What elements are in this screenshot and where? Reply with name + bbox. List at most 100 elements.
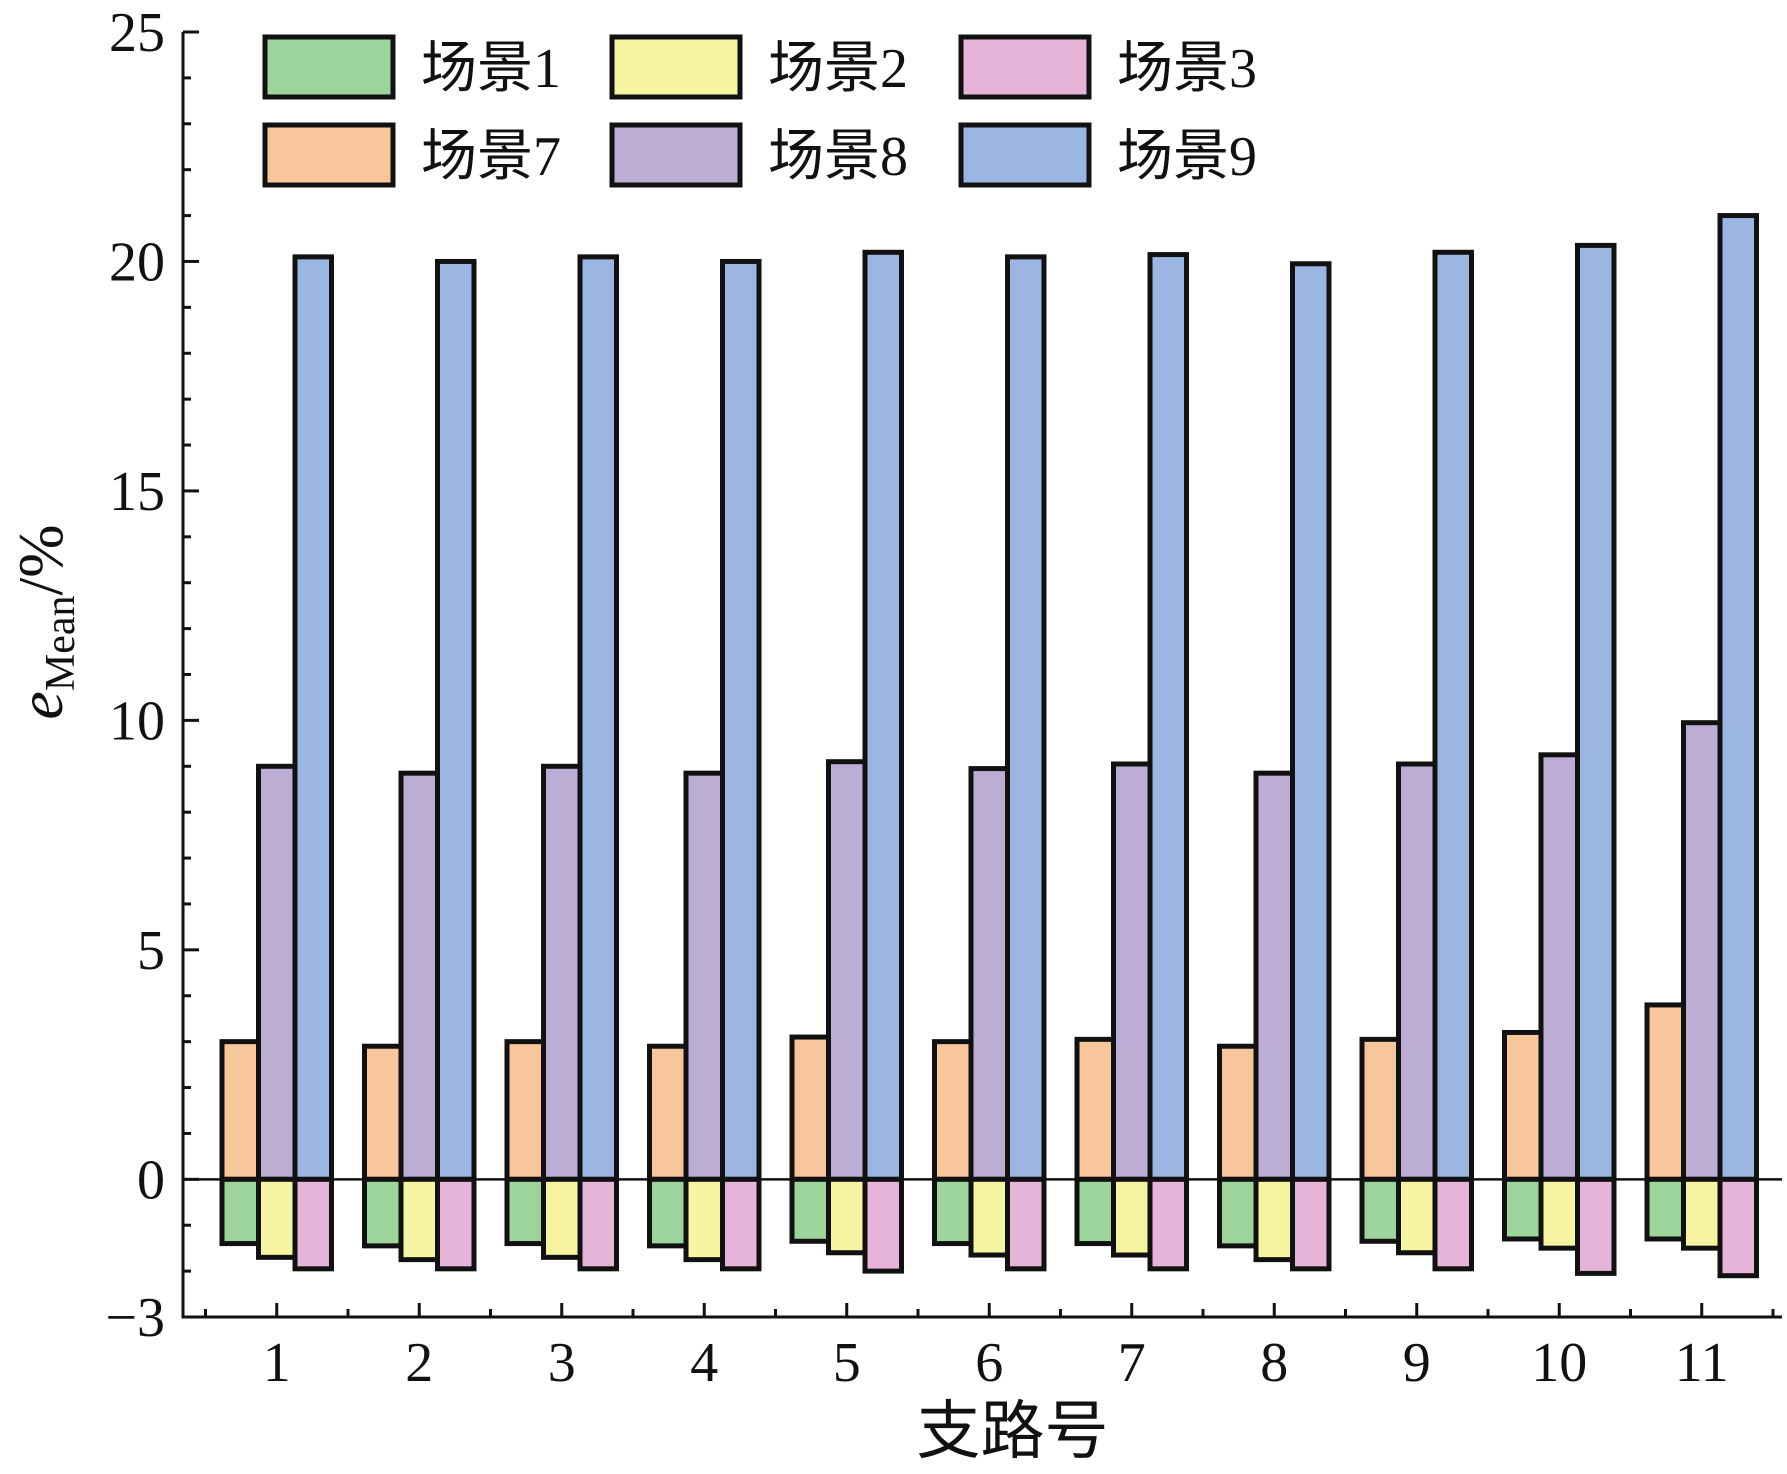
bar-场景9-4 — [720, 258, 762, 1182]
bar-场景9-3 — [577, 254, 619, 1182]
bar-场景9-6 — [1005, 254, 1047, 1182]
bar-场景9-5 — [862, 249, 904, 1182]
legend-label: 场景9 — [1117, 126, 1257, 188]
bar-场景7-3 — [504, 1039, 546, 1182]
legend-item-场景3: 场景3 — [958, 34, 1257, 100]
x-axis-ticks: 1 2 3 4 5 6 7 8 9 10 11 — [204, 1303, 1775, 1394]
y-axis-title-sub: Mean — [38, 596, 84, 692]
bar-场景8-8 — [1253, 770, 1295, 1182]
bar-场景1-11 — [1644, 1176, 1686, 1242]
plot-area: −3 0 5 10 15 20 25 1 2 3 4 5 6 7 8 9 10 11 — [105, 2, 1782, 1394]
bar-场景7-2 — [362, 1043, 404, 1182]
bar-场景7-5 — [789, 1034, 831, 1182]
bar-场景7-6 — [932, 1039, 974, 1182]
bar-场景8-9 — [1396, 761, 1438, 1182]
bar-场景2-8 — [1253, 1176, 1295, 1263]
y-tick-label: 20 — [109, 231, 165, 293]
y-axis-title: eMean/% — [5, 524, 84, 719]
bar-场景7-4 — [647, 1043, 689, 1182]
bar-场景1-2 — [362, 1176, 404, 1249]
y-axis-title-suffix: /% — [5, 524, 76, 595]
bar-场景8-7 — [1111, 761, 1153, 1182]
bar-场景8-4 — [683, 770, 725, 1182]
bar-场景3-7 — [1147, 1176, 1189, 1272]
legend-label: 场景3 — [1117, 38, 1257, 100]
bar-场景1-4 — [647, 1176, 689, 1249]
legend-label: 场景1 — [421, 38, 561, 100]
y-tick-label: −3 — [105, 1287, 165, 1349]
legend-item-场景7: 场景7 — [262, 122, 561, 188]
bar-场景8-5 — [826, 759, 868, 1182]
bar-场景9-7 — [1147, 252, 1189, 1182]
bar-场景1-8 — [1217, 1176, 1259, 1249]
legend-swatch — [609, 122, 743, 188]
bar-场景3-1 — [292, 1176, 334, 1272]
x-tick-label: 8 — [1260, 1332, 1288, 1394]
bar-场景1-5 — [789, 1176, 831, 1244]
legend-item-场景8: 场景8 — [609, 122, 908, 188]
bar-场景7-10 — [1502, 1029, 1544, 1182]
y-axis-title-main: e — [5, 691, 76, 719]
bar-场景9-1 — [292, 254, 334, 1182]
bar-场景3-9 — [1432, 1176, 1474, 1272]
bar-场景8-10 — [1538, 752, 1580, 1182]
bar-场景3-3 — [577, 1176, 619, 1272]
legend-swatch — [609, 34, 743, 100]
bar-场景2-2 — [398, 1176, 440, 1263]
bar-场景3-11 — [1717, 1176, 1759, 1279]
bar-场景2-9 — [1396, 1176, 1438, 1256]
bar-场景9-2 — [435, 258, 477, 1182]
bar-场景7-7 — [1074, 1036, 1116, 1182]
bar-场景9-8 — [1290, 261, 1332, 1182]
bar-场景2-7 — [1111, 1176, 1153, 1258]
bar-场景7-8 — [1217, 1043, 1259, 1182]
x-tick-label: 4 — [690, 1332, 718, 1394]
bar-场景2-3 — [541, 1176, 583, 1260]
x-axis-title: 支路号 — [917, 1396, 1109, 1467]
x-tick-label: 1 — [263, 1332, 291, 1394]
bar-场景8-2 — [398, 770, 440, 1182]
legend-item-场景1: 场景1 — [262, 34, 561, 100]
x-tick-label: 7 — [1118, 1332, 1146, 1394]
x-tick-label: 6 — [975, 1332, 1003, 1394]
bar-场景8-11 — [1681, 720, 1723, 1182]
legend: 场景1 场景2 场景3 场景7 场景8 场景9 — [262, 34, 1257, 188]
bar-场景3-4 — [720, 1176, 762, 1272]
bar-场景7-1 — [219, 1039, 261, 1182]
bar-场景2-5 — [826, 1176, 868, 1256]
legend-label: 场景2 — [768, 38, 908, 100]
legend-item-场景9: 场景9 — [958, 122, 1257, 188]
y-tick-label: 15 — [109, 461, 165, 523]
bar-场景2-4 — [683, 1176, 725, 1263]
bar-场景1-3 — [504, 1176, 546, 1247]
bar-场景1-9 — [1359, 1176, 1401, 1244]
bar-场景8-1 — [256, 763, 298, 1182]
x-tick-label: 11 — [1675, 1332, 1729, 1394]
bar-场景3-8 — [1290, 1176, 1332, 1272]
legend-item-场景2: 场景2 — [609, 34, 908, 100]
bar-场景1-10 — [1502, 1176, 1544, 1242]
bars-group — [219, 213, 1759, 1279]
bar-场景7-11 — [1644, 1002, 1686, 1182]
bar-场景1-7 — [1074, 1176, 1116, 1247]
y-axis-ticks: −3 0 5 10 15 20 25 — [105, 2, 199, 1349]
bar-场景2-11 — [1681, 1176, 1723, 1251]
x-tick-label: 9 — [1403, 1332, 1431, 1394]
legend-swatch — [958, 34, 1092, 100]
bar-场景3-6 — [1005, 1176, 1047, 1272]
x-tick-label: 2 — [405, 1332, 433, 1394]
bar-场景8-6 — [968, 766, 1010, 1182]
x-tick-label: 10 — [1531, 1332, 1587, 1394]
legend-label: 场景7 — [421, 126, 561, 188]
bar-场景7-9 — [1359, 1036, 1401, 1182]
svg-text:eMean/%: eMean/% — [5, 524, 84, 719]
bar-场景3-5 — [862, 1176, 904, 1274]
legend-swatch — [262, 122, 396, 188]
legend-swatch — [262, 34, 396, 100]
bar-场景2-6 — [968, 1176, 1010, 1258]
bar-场景2-1 — [256, 1176, 298, 1260]
x-tick-label: 5 — [833, 1332, 861, 1394]
bar-场景1-6 — [932, 1176, 974, 1247]
bar-场景9-10 — [1575, 242, 1617, 1182]
